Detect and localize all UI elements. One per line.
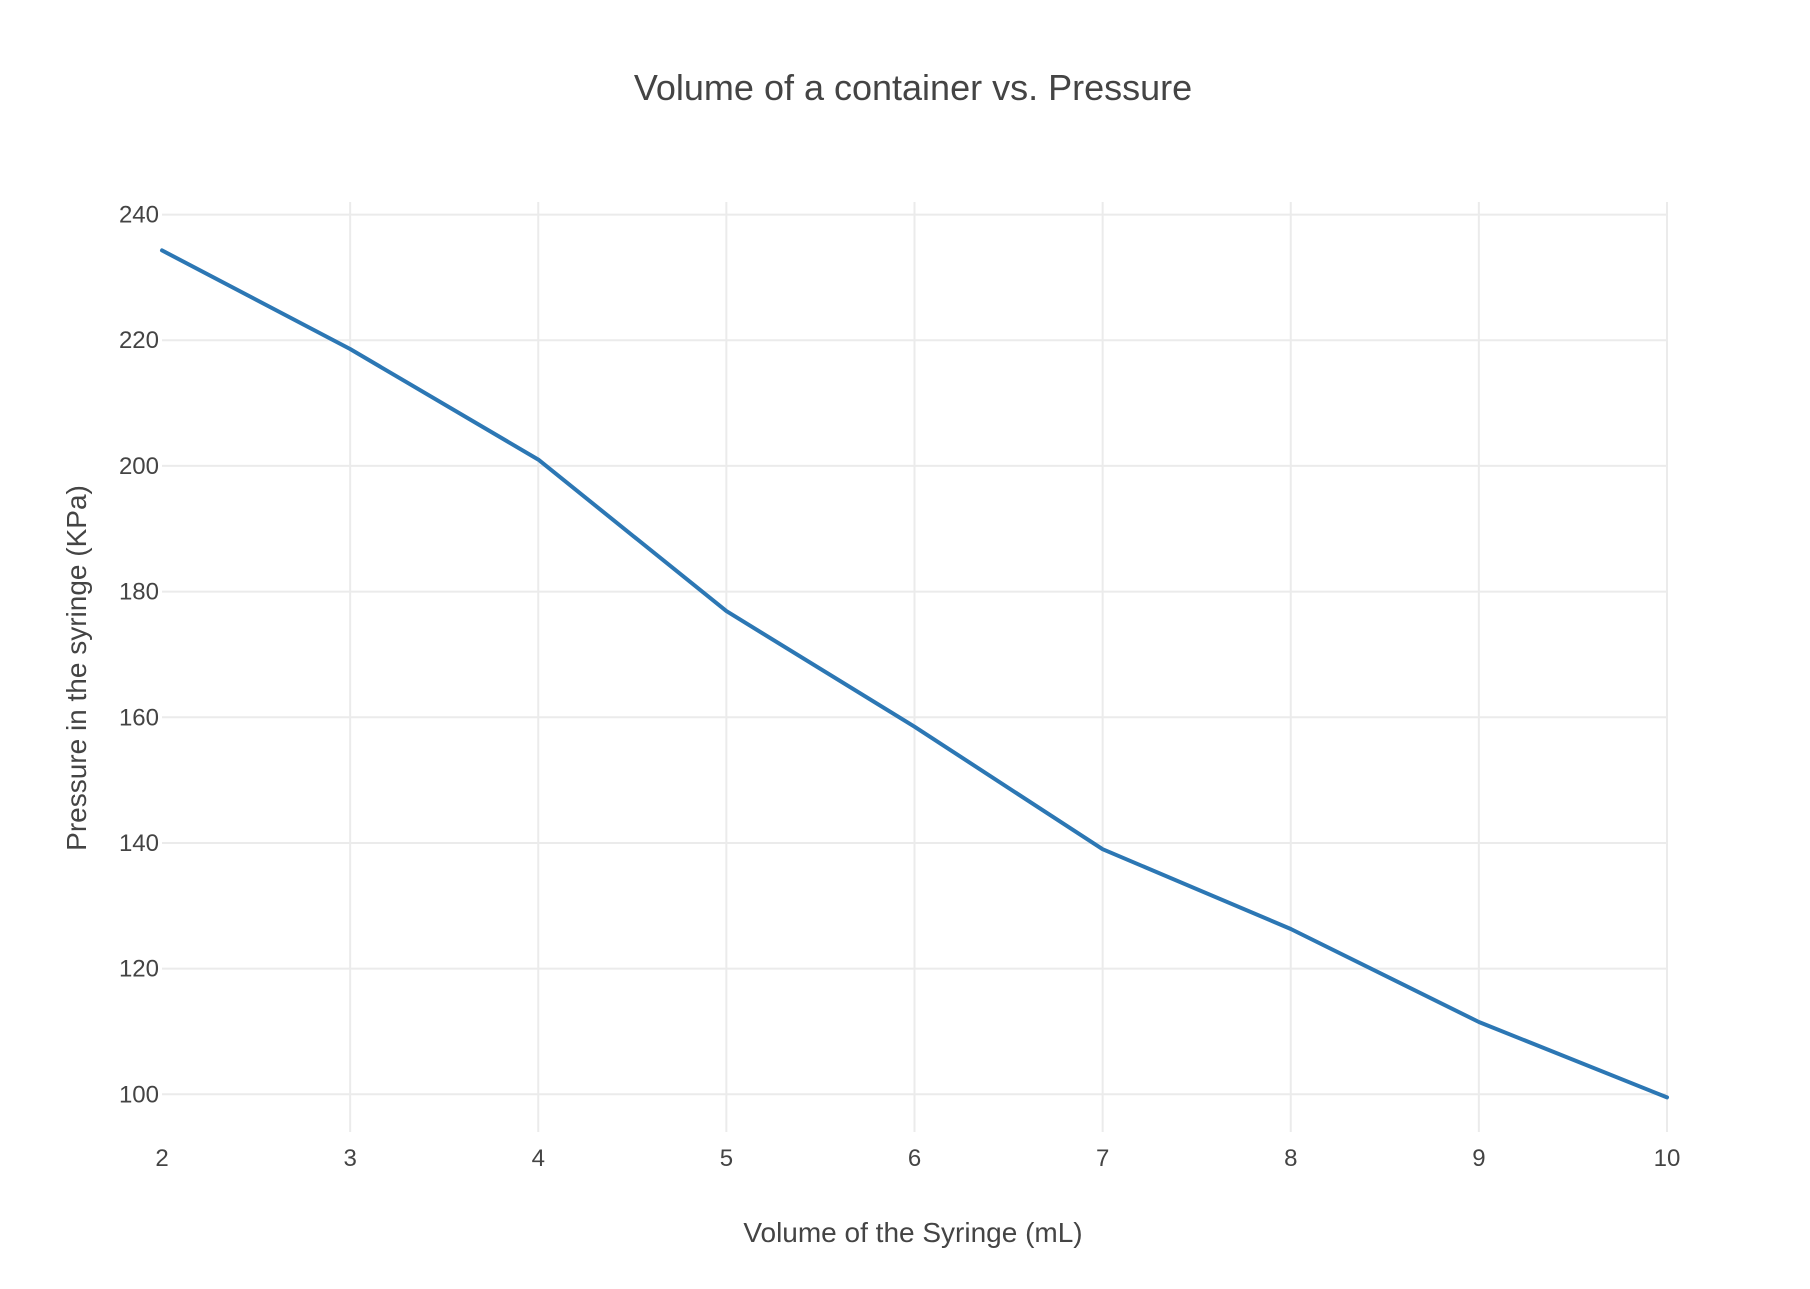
y-tick-label: 120 (119, 956, 159, 983)
y-tick-label: 140 (119, 830, 159, 857)
y-tick-label: 160 (119, 704, 159, 731)
x-tick-label: 8 (1284, 1145, 1297, 1172)
x-tick-label: 4 (532, 1145, 545, 1172)
x-tick-label: 9 (1472, 1145, 1485, 1172)
x-tick-label: 3 (343, 1145, 356, 1172)
x-axis-title: Volume of the Syringe (mL) (743, 1217, 1082, 1248)
y-tick-label: 200 (119, 453, 159, 480)
y-tick-label: 180 (119, 579, 159, 606)
series-line-0 (160, 248, 1669, 1100)
y-tick-label: 220 (119, 327, 159, 354)
series-layer (160, 248, 1669, 1100)
y-axis-title: Pressure in the syringe (KPa) (61, 485, 92, 851)
grid (162, 202, 1668, 1132)
x-tick-label: 5 (720, 1145, 733, 1172)
chart-title: Volume of a container vs. Pressure (634, 67, 1192, 108)
y-axis-ticks: 100 120 140 160 180 200 220 240 (119, 202, 159, 1109)
y-tick-label: 240 (119, 202, 159, 229)
x-tick-label: 10 (1654, 1145, 1681, 1172)
x-tick-label: 2 (155, 1145, 168, 1172)
y-tick-label: 100 (119, 1081, 159, 1108)
x-axis-ticks: 2 3 4 5 6 7 8 9 10 (155, 1145, 1680, 1172)
x-tick-label: 6 (908, 1145, 921, 1172)
x-tick-label: 7 (1096, 1145, 1109, 1172)
